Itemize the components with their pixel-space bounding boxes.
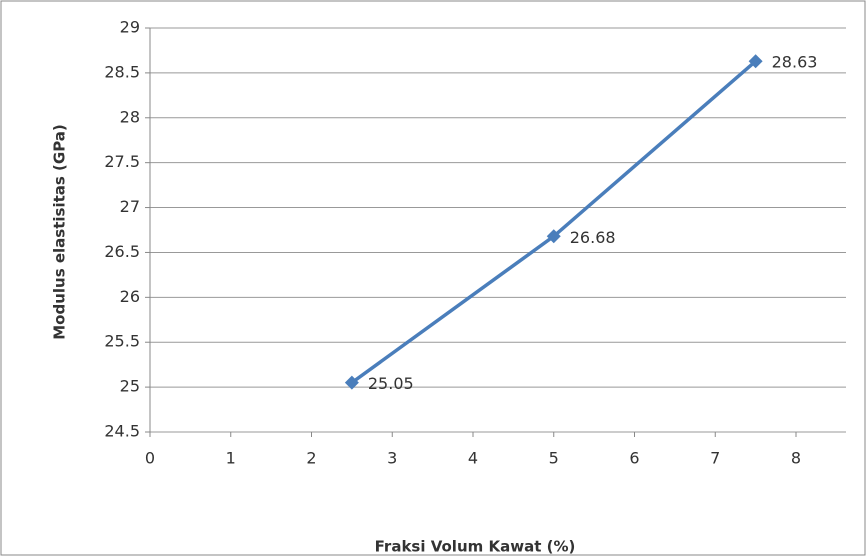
- y-tick-label: 25: [120, 377, 140, 396]
- marker: [748, 54, 763, 69]
- x-axis-title: Fraksi Volum Kawat (%): [375, 538, 576, 556]
- y-tick-label: 27: [120, 197, 140, 216]
- x-tick-label: 5: [549, 449, 559, 468]
- y-tick-label: 26: [120, 287, 140, 306]
- x-tick-label: 8: [791, 449, 801, 468]
- x-tick-label: 4: [468, 449, 478, 468]
- x-tick-label: 0: [145, 449, 155, 468]
- x-tick-label: 7: [710, 449, 720, 468]
- data-label: 26.68: [570, 228, 616, 247]
- y-tick-label: 28.5: [104, 62, 140, 81]
- y-tick-label: 25.5: [104, 332, 140, 351]
- data-label: 28.63: [772, 53, 818, 72]
- y-tick-label: 24.5: [104, 422, 140, 441]
- x-tick-label: 3: [387, 449, 397, 468]
- data-label: 25.05: [368, 374, 414, 393]
- y-tick-label: 29: [120, 18, 140, 37]
- y-tick-label: 27.5: [104, 152, 140, 171]
- marker: [546, 229, 561, 244]
- x-tick-label: 1: [226, 449, 236, 468]
- y-axis-title: Modulus elastisitas (GPa): [51, 124, 69, 340]
- y-tick-label: 28: [120, 107, 140, 126]
- marker: [344, 375, 359, 390]
- x-tick-label: 6: [629, 449, 639, 468]
- x-tick-label: 2: [306, 449, 316, 468]
- y-tick-label: 26.5: [104, 242, 140, 261]
